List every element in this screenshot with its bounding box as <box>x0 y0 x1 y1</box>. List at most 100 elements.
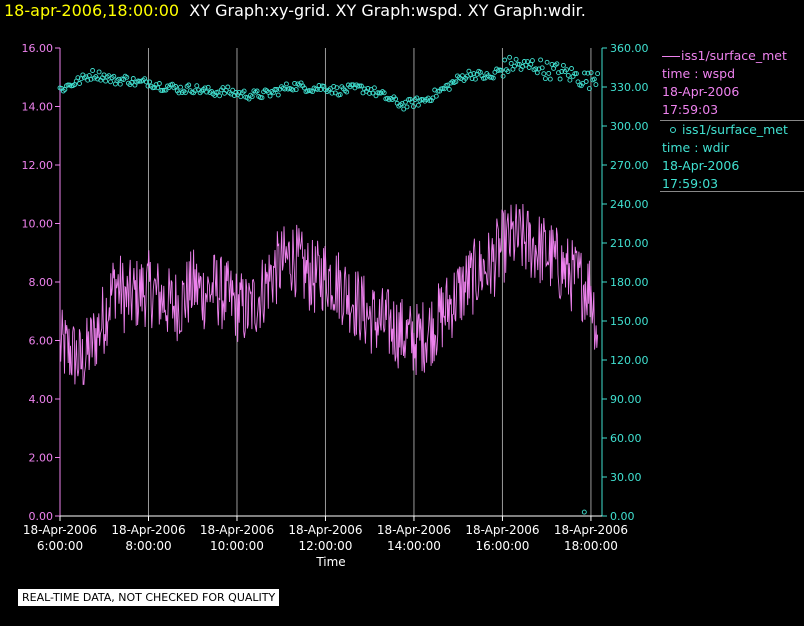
right-tick-label: 330.00 <box>610 81 649 94</box>
right-y-axis-ticks: 0.00 30.00 60.00 90.00 120.00 150.00 180.00 210… <box>602 42 649 523</box>
wdir-point <box>249 94 255 100</box>
wdir-point <box>572 71 578 77</box>
wdir-point <box>241 88 247 94</box>
wdir-point <box>567 77 573 83</box>
wdir-point <box>124 74 130 80</box>
wdir-point <box>500 73 506 79</box>
wdir-point <box>316 83 322 88</box>
wdir-point <box>533 66 539 72</box>
wdir-point <box>202 85 208 91</box>
wdir-point <box>593 82 599 88</box>
legend-series-name: iss1/surface_met <box>681 48 787 63</box>
legend-entry-wdir: iss1/surface_met time : wdir 18-Apr-2006… <box>662 121 788 193</box>
wdir-point <box>411 104 416 110</box>
wdir-point <box>194 83 200 89</box>
x-tick-label-time: 18:00:00 <box>564 539 618 553</box>
left-tick-label: 12.00 <box>22 159 54 172</box>
left-tick-label: 6.00 <box>29 335 54 348</box>
wdir-point <box>96 69 102 75</box>
wdir-point <box>544 59 550 65</box>
x-tick-label-date: 18-Apr-2006 <box>111 523 185 537</box>
left-tick-label: 14.00 <box>22 101 54 114</box>
right-tick-label: 300.00 <box>610 120 649 133</box>
wdir-point <box>415 102 421 108</box>
x-tick-label-date: 18-Apr-2006 <box>200 523 274 537</box>
x-tick-label-date: 18-Apr-2006 <box>288 523 362 537</box>
wdir-point <box>314 86 320 92</box>
wdir-point <box>370 90 376 96</box>
wdir-point <box>272 87 278 92</box>
right-tick-label: 60.00 <box>610 432 642 445</box>
x-tick-label-date: 18-Apr-2006 <box>377 523 451 537</box>
wdir-point <box>490 75 496 81</box>
wdir-point <box>525 59 530 65</box>
wdir-series <box>57 54 601 515</box>
wdir-point <box>130 76 136 81</box>
wdir-point <box>163 87 169 93</box>
wdir-point <box>565 72 571 78</box>
wdir-point <box>161 87 167 93</box>
wdir-point <box>204 89 210 95</box>
left-tick-label: 4.00 <box>29 393 54 406</box>
x-tick-label-date: 18-Apr-2006 <box>23 523 97 537</box>
wdir-point <box>541 71 547 77</box>
legend-marker-swatch <box>670 127 676 133</box>
legend-time: 17:59:03 <box>662 102 719 117</box>
wdir-point <box>582 70 587 76</box>
right-tick-label: 30.00 <box>610 471 642 484</box>
wdir-point <box>482 75 488 81</box>
wdir-point <box>445 82 451 88</box>
x-tick-label-time: 6:00:00 <box>37 539 83 553</box>
x-tick-label-time: 8:00:00 <box>125 539 171 553</box>
legend-time: 17:59:03 <box>662 176 719 191</box>
legend-date: 18-Apr-2006 <box>662 84 740 99</box>
wdir-point <box>334 85 340 91</box>
wdir-point <box>505 69 511 74</box>
wdir-point <box>564 67 570 73</box>
wdir-point <box>108 79 113 85</box>
left-tick-label: 8.00 <box>29 276 54 289</box>
wdir-point <box>529 58 535 64</box>
legend-entry-wspd: iss1/surface_met time : wspd 18-Apr-2006… <box>662 47 787 119</box>
x-axis-label: Time <box>315 555 345 569</box>
wdir-point <box>499 67 504 73</box>
wdir-point <box>116 76 122 82</box>
wdir-point <box>259 95 265 101</box>
wdir-point <box>217 93 223 99</box>
wdir-point <box>538 57 544 63</box>
wdir-point <box>534 70 540 76</box>
wdir-point <box>205 84 211 90</box>
wdir-point <box>225 84 231 90</box>
wdir-point <box>573 71 579 77</box>
wdir-point <box>471 71 477 77</box>
legend-series-name: iss1/surface_met <box>682 122 788 137</box>
x-tick-label-date: 18-Apr-2006 <box>465 523 539 537</box>
x-tick-label-date: 18-Apr-2006 <box>554 523 628 537</box>
wdir-point <box>220 85 226 91</box>
wdir-point <box>583 79 589 84</box>
wdir-point <box>559 69 565 74</box>
wdir-point <box>117 81 123 87</box>
wdir-point <box>283 81 289 87</box>
right-tick-label: 240.00 <box>610 198 649 211</box>
x-tick-label-time: 12:00:00 <box>299 539 353 553</box>
wdir-point <box>156 81 162 86</box>
left-tick-label: 0.00 <box>29 510 54 523</box>
x-tick-label-time: 14:00:00 <box>387 539 441 553</box>
wdir-point <box>267 93 273 99</box>
wdir-point <box>569 66 574 71</box>
wdir-point <box>595 71 601 77</box>
wdir-point <box>357 83 363 89</box>
wdir-point <box>453 79 459 85</box>
wdir-point <box>275 92 281 98</box>
wdir-point <box>588 70 594 76</box>
wdir-point <box>381 90 387 96</box>
wdir-point <box>344 89 350 95</box>
wdir-point <box>158 87 164 93</box>
right-tick-label: 0.00 <box>610 510 635 523</box>
wdir-point <box>586 86 592 92</box>
wdir-point <box>468 71 473 77</box>
wdir-point <box>404 104 410 110</box>
wdir-point <box>254 88 260 94</box>
wdir-point <box>512 63 517 69</box>
